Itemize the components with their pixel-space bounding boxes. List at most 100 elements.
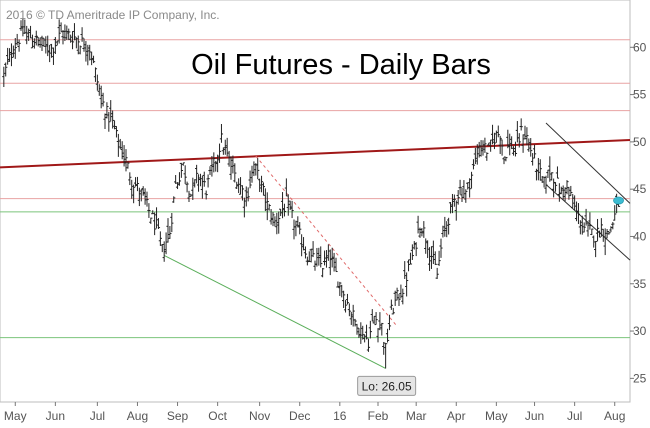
price-bar	[284, 178, 288, 197]
price-bar	[355, 323, 359, 335]
price-bar	[6, 47, 10, 65]
price-bar	[78, 45, 82, 55]
price-bar	[143, 188, 147, 205]
x-tick-label: Feb	[368, 409, 389, 423]
price-bar	[74, 37, 78, 49]
price-bar	[42, 37, 46, 47]
price-bar	[378, 312, 382, 331]
price-bar	[456, 190, 460, 205]
price-bar	[477, 141, 481, 158]
price-bar	[216, 154, 220, 173]
price-bar	[235, 181, 239, 190]
price-bar	[448, 202, 453, 214]
price-bar	[427, 247, 432, 271]
price-bar	[548, 156, 552, 182]
price-bar	[261, 182, 266, 196]
price-bar	[301, 237, 306, 251]
price-bar	[139, 189, 143, 202]
price-bar	[607, 231, 611, 235]
price-bar	[481, 140, 485, 156]
plot-frame	[0, 0, 631, 403]
price-bar	[511, 146, 516, 156]
price-bar	[59, 22, 63, 33]
price-bar	[88, 44, 92, 61]
price-bar	[267, 203, 271, 211]
price-bar	[429, 246, 434, 269]
price-bar	[200, 175, 204, 199]
price-bar	[70, 31, 75, 50]
price-bar	[347, 303, 351, 317]
price-bar	[116, 133, 120, 157]
price-bar	[126, 161, 130, 169]
price-bar	[193, 179, 197, 188]
price-bar	[51, 47, 56, 65]
trendline-dashed-trend	[255, 155, 398, 327]
price-bar	[95, 74, 99, 91]
price-bar	[40, 35, 44, 51]
price-bar	[578, 220, 582, 235]
price-bar	[7, 48, 12, 62]
price-bar	[151, 210, 155, 215]
price-bar	[418, 227, 422, 238]
price-bar	[231, 155, 235, 174]
price-bar	[238, 177, 243, 195]
price-bar	[294, 220, 298, 237]
trendline-support	[163, 254, 386, 369]
price-bar	[275, 212, 279, 235]
price-bar	[237, 178, 241, 194]
price-bar	[118, 138, 122, 149]
price-bar	[342, 290, 346, 309]
price-bar	[191, 177, 195, 200]
price-bar	[553, 181, 558, 192]
price-bar	[27, 28, 31, 41]
price-bar	[420, 228, 424, 237]
price-bar	[454, 200, 458, 221]
price-bar	[364, 324, 369, 340]
price-bar	[492, 132, 497, 150]
price-bar	[594, 240, 598, 258]
price-bar	[609, 226, 613, 233]
price-bar	[324, 250, 329, 268]
price-bar	[28, 25, 33, 39]
price-bar	[313, 260, 317, 271]
price-bar	[391, 307, 395, 315]
price-bar	[412, 241, 416, 250]
price-bar	[164, 232, 168, 255]
price-bar	[258, 178, 262, 192]
price-bar	[240, 185, 245, 201]
price-bar	[99, 85, 103, 109]
price-bar	[210, 156, 214, 177]
price-bar	[441, 225, 445, 238]
price-bar	[336, 281, 340, 288]
price-bar	[300, 234, 304, 257]
price-bar	[605, 229, 609, 239]
price-bar	[519, 118, 523, 131]
price-bar	[466, 182, 470, 190]
price-bar	[153, 212, 157, 236]
price-bar	[154, 207, 159, 229]
price-bar	[328, 249, 332, 276]
price-bar	[399, 284, 403, 299]
trendlines	[0, 122, 631, 369]
price-bar	[130, 179, 134, 199]
x-tick-label: Dec	[289, 409, 310, 423]
price-bar	[586, 223, 590, 237]
price-bar	[63, 24, 67, 42]
price-bar	[538, 159, 542, 181]
price-bar	[162, 241, 166, 262]
price-bar	[61, 29, 65, 45]
y-tick-label: 40	[633, 229, 647, 243]
price-bar	[351, 304, 355, 327]
y-tick-label: 60	[633, 40, 647, 54]
price-bar	[175, 182, 180, 190]
price-bar	[229, 156, 233, 180]
price-bar	[273, 216, 277, 227]
price-bar	[67, 28, 71, 41]
price-bar	[531, 153, 535, 166]
price-bar	[265, 192, 269, 221]
price-bar	[69, 34, 73, 43]
x-tick-label: Apr	[447, 409, 466, 423]
price-bar	[542, 176, 546, 188]
price-bar	[32, 38, 36, 49]
price-bar	[286, 194, 290, 216]
